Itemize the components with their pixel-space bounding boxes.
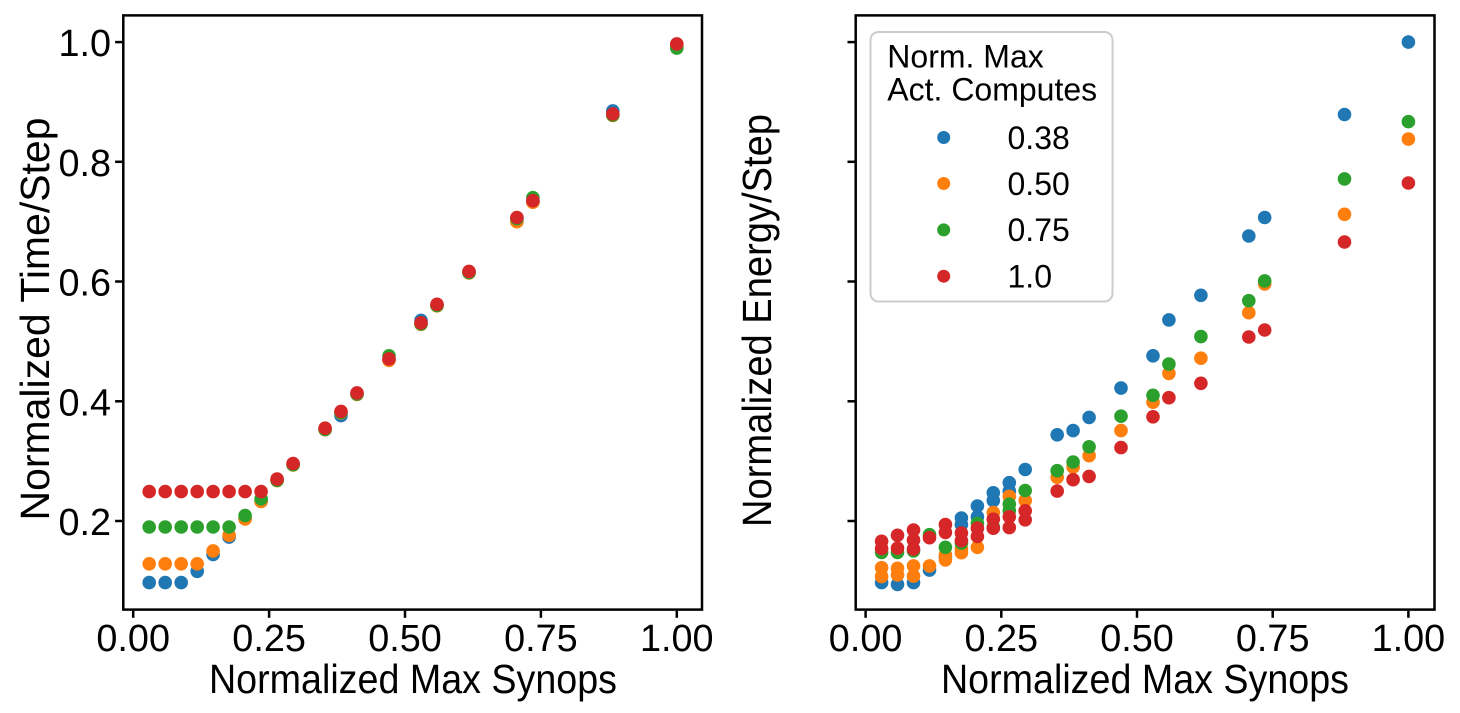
svg-text:Act. Computes: Act. Computes	[887, 71, 1097, 107]
svg-text:0.8: 0.8	[58, 143, 111, 185]
svg-text:0.75: 0.75	[1236, 618, 1310, 660]
svg-text:0.25: 0.25	[232, 618, 306, 660]
svg-text:1.00: 1.00	[1372, 618, 1446, 660]
svg-text:0.75: 0.75	[1008, 212, 1070, 248]
svg-text:1.0: 1.0	[1008, 259, 1052, 295]
svg-text:Norm. Max: Norm. Max	[887, 39, 1043, 75]
svg-text:Normalized Time/Step: Normalized Time/Step	[12, 118, 58, 521]
svg-text:1.0: 1.0	[58, 23, 111, 65]
svg-text:0.50: 0.50	[368, 618, 442, 660]
svg-text:Normalized Max Synops: Normalized Max Synops	[209, 656, 617, 702]
svg-text:0.50: 0.50	[1008, 166, 1070, 202]
svg-text:1.00: 1.00	[640, 618, 714, 660]
svg-text:0.2: 0.2	[58, 502, 111, 544]
svg-text:Normalized Energy/Step: Normalized Energy/Step	[734, 114, 780, 527]
svg-text:0.38: 0.38	[1008, 120, 1070, 156]
svg-text:Normalized Max Synops: Normalized Max Synops	[941, 656, 1349, 702]
svg-text:0.75: 0.75	[504, 618, 578, 660]
svg-text:0.50: 0.50	[1100, 618, 1174, 660]
svg-text:0.00: 0.00	[96, 618, 170, 660]
svg-text:0.25: 0.25	[965, 618, 1039, 660]
svg-text:0.6: 0.6	[58, 263, 111, 305]
svg-text:0.4: 0.4	[58, 382, 111, 424]
svg-text:0.00: 0.00	[829, 618, 903, 660]
